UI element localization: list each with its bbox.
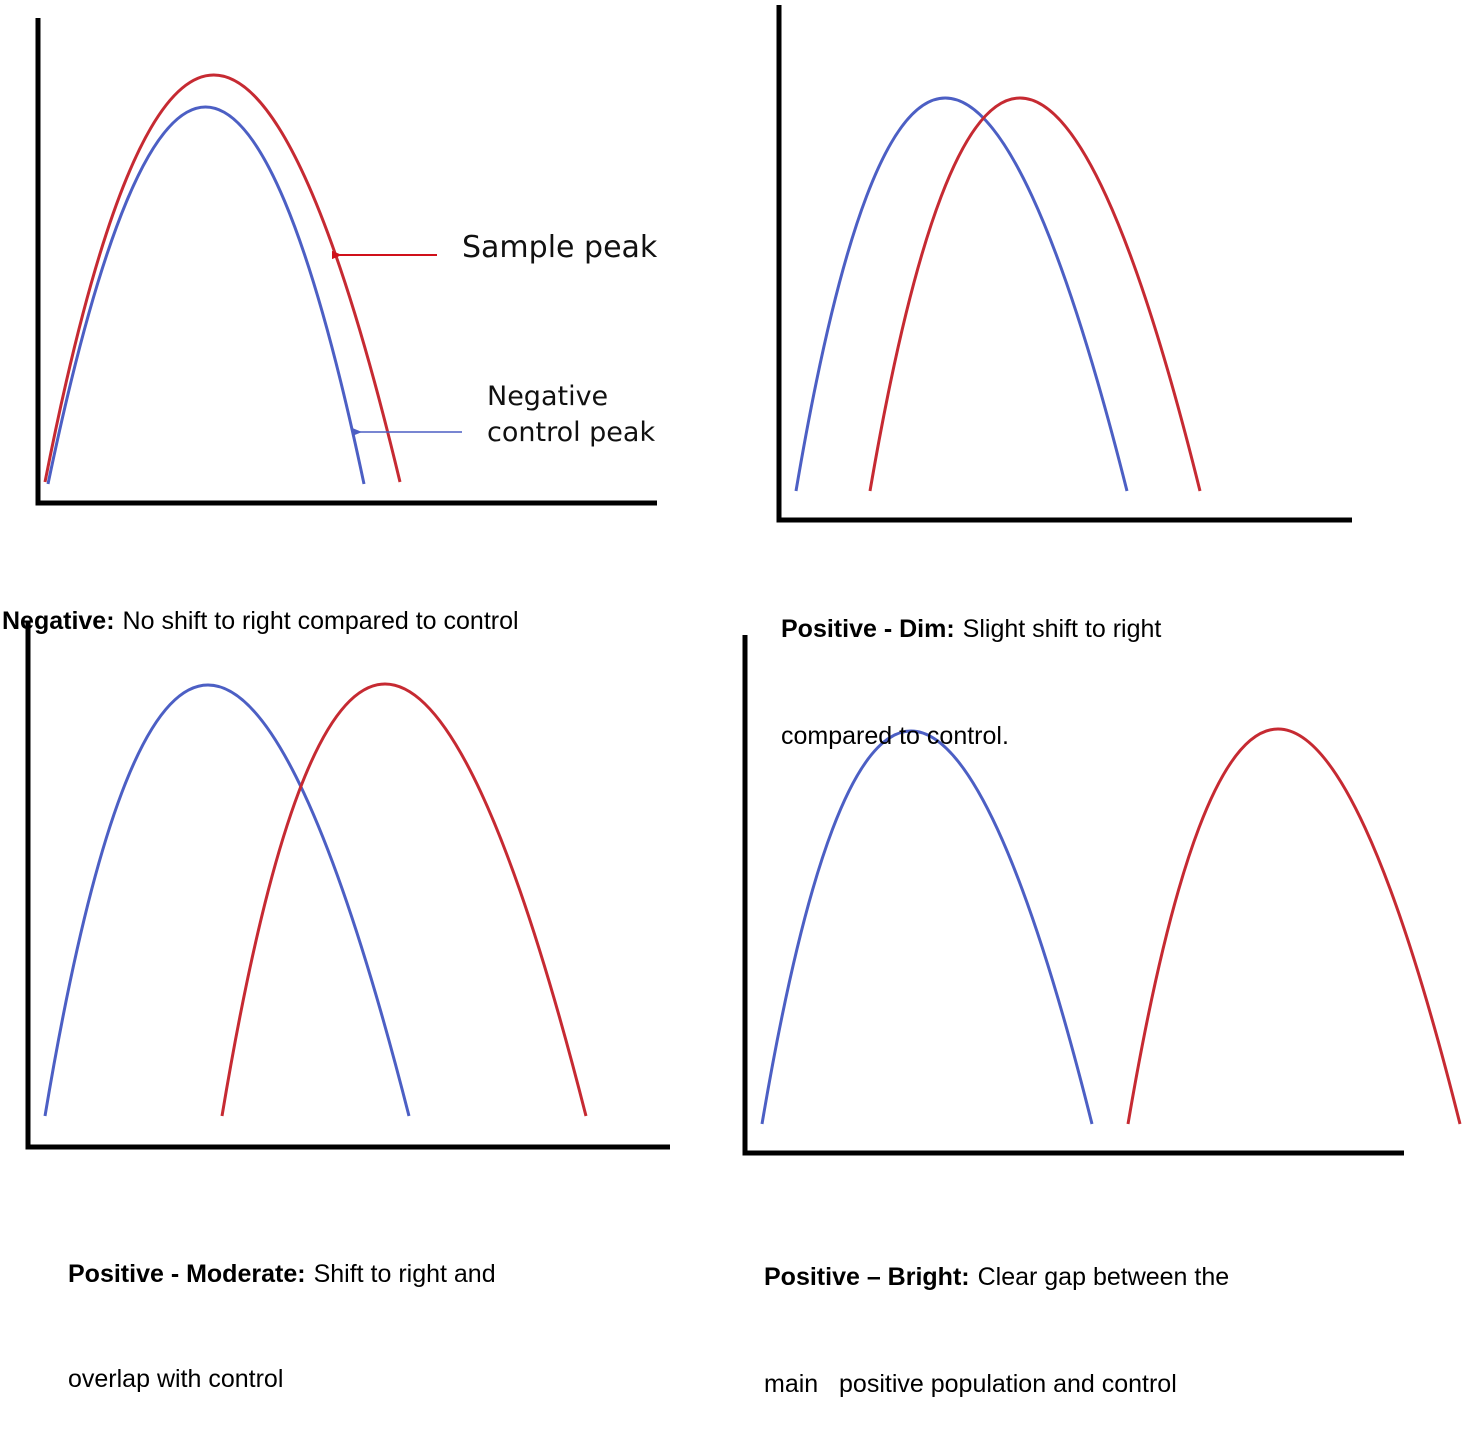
axes xyxy=(776,5,1352,523)
sample-curve xyxy=(43,73,402,483)
caption-text: Clear gap between the xyxy=(977,1263,1230,1291)
panel-dim xyxy=(776,5,1352,523)
caption: Positive - Moderate: Shift to right and o… xyxy=(68,1194,496,1427)
caption-line: overlap with control xyxy=(68,1365,284,1393)
caption-line: compared to control. xyxy=(781,722,1009,750)
panel-negative xyxy=(35,18,657,506)
control-curve xyxy=(760,729,1094,1125)
sample-curve xyxy=(1126,727,1462,1125)
caption-text: No shift to right compared to control xyxy=(122,607,519,635)
annotation: control peak xyxy=(487,417,656,448)
annotation: Negative xyxy=(487,381,609,412)
control-curve xyxy=(43,683,411,1117)
caption-text: Shift to right and xyxy=(313,1260,496,1288)
diagram xyxy=(25,5,1462,1156)
axes xyxy=(35,18,657,506)
control-curve xyxy=(46,105,366,485)
caption-label: Positive – Bright: xyxy=(764,1263,970,1291)
page: {"panels": [ {"label": "Negative:", "tex… xyxy=(2,5,1462,1398)
caption: Negative: No shift to right compared to c… xyxy=(2,541,519,669)
control-curve xyxy=(794,96,1129,492)
panel-moderate xyxy=(25,622,670,1150)
caption-line: main positive population and control xyxy=(764,1370,1177,1398)
caption-line: Negative: No shift to right compared to c… xyxy=(2,605,519,637)
sample-curve xyxy=(868,96,1202,492)
sample-curve xyxy=(220,682,588,1117)
caption-text: Slight shift to right xyxy=(962,615,1162,643)
axes xyxy=(742,635,1404,1156)
caption-line: Positive - Dim: Slight shift to right xyxy=(781,613,1161,645)
caption-label: Positive - Dim: xyxy=(781,615,955,643)
annotation: Sample peak xyxy=(462,230,658,265)
axes xyxy=(25,622,670,1150)
caption-line: Positive - Moderate: Shift to right and xyxy=(68,1258,496,1290)
caption: Positive – Bright: Clear gap between the … xyxy=(764,1197,1229,1432)
caption-label: Positive - Moderate: xyxy=(68,1260,306,1288)
caption-line: Positive – Bright: Clear gap between the xyxy=(764,1261,1229,1293)
panel-bright xyxy=(742,635,1462,1156)
caption-label: Negative: xyxy=(2,607,115,635)
caption: Positive - Dim: Slight shift to right com… xyxy=(781,549,1161,784)
